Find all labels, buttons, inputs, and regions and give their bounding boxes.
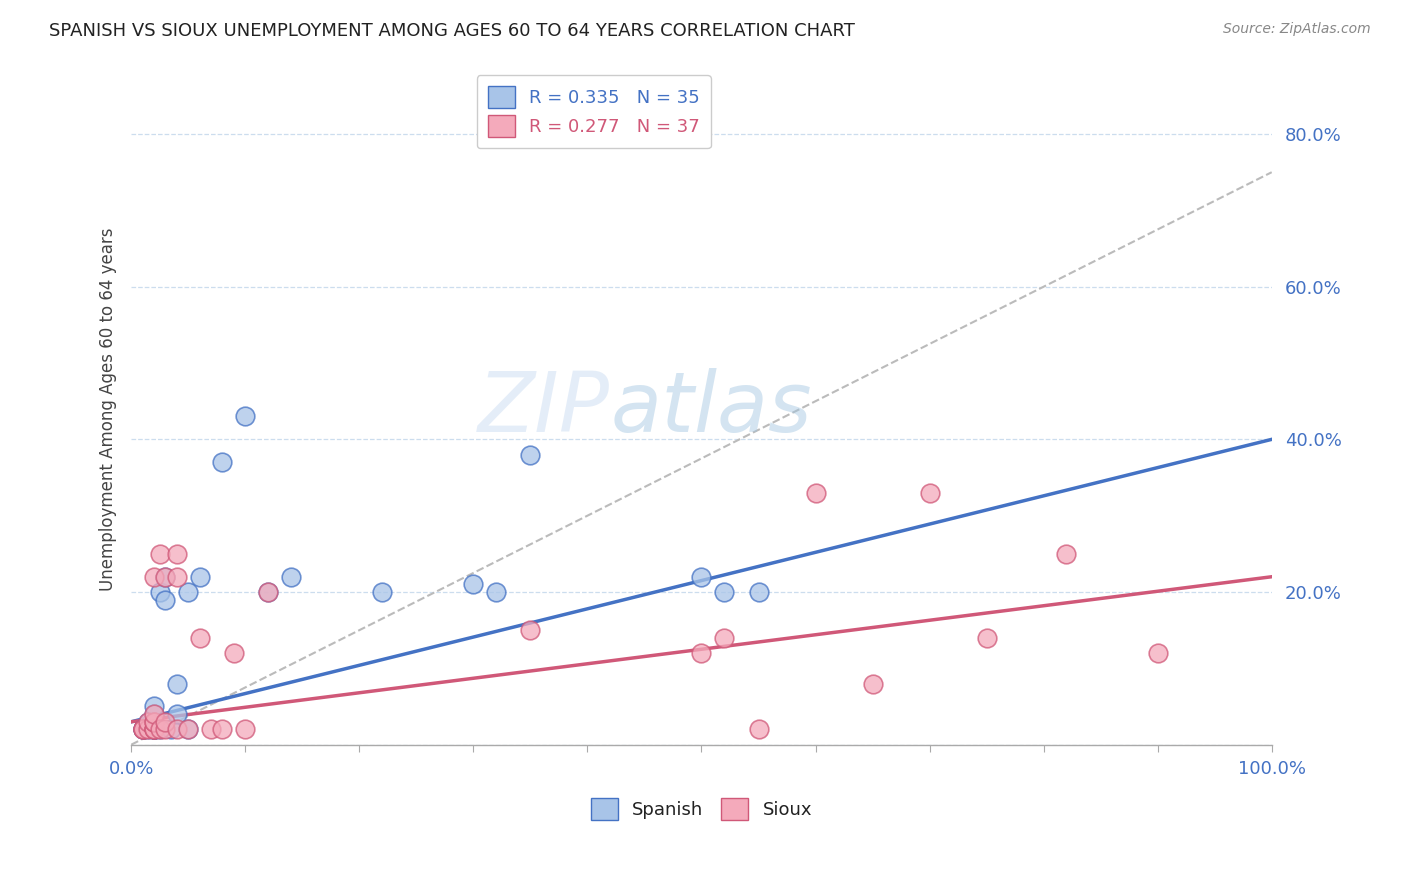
Point xyxy=(149,585,172,599)
Point xyxy=(131,723,153,737)
Point xyxy=(747,723,769,737)
Point xyxy=(143,723,166,737)
Point xyxy=(143,714,166,729)
Point xyxy=(143,707,166,722)
Text: ZIP: ZIP xyxy=(478,368,610,450)
Point xyxy=(160,723,183,737)
Point xyxy=(177,723,200,737)
Point xyxy=(280,570,302,584)
Point xyxy=(143,723,166,737)
Point xyxy=(131,723,153,737)
Point xyxy=(519,623,541,637)
Point xyxy=(862,676,884,690)
Point xyxy=(690,570,713,584)
Point xyxy=(371,585,394,599)
Point xyxy=(519,448,541,462)
Point xyxy=(166,707,188,722)
Point xyxy=(804,485,827,500)
Point xyxy=(918,485,941,500)
Point xyxy=(138,723,160,737)
Point xyxy=(143,707,166,722)
Point xyxy=(143,723,166,737)
Point xyxy=(149,723,172,737)
Point xyxy=(166,570,188,584)
Point xyxy=(233,723,256,737)
Point xyxy=(143,714,166,729)
Point xyxy=(155,570,177,584)
Point xyxy=(166,676,188,690)
Point xyxy=(131,723,153,737)
Point xyxy=(149,547,172,561)
Point xyxy=(188,570,211,584)
Point xyxy=(155,714,177,729)
Point xyxy=(143,723,166,737)
Point xyxy=(131,723,153,737)
Text: Source: ZipAtlas.com: Source: ZipAtlas.com xyxy=(1223,22,1371,37)
Point xyxy=(211,455,233,469)
Point xyxy=(713,585,735,599)
Point xyxy=(257,585,280,599)
Point xyxy=(131,723,153,737)
Point xyxy=(166,723,188,737)
Point xyxy=(177,585,200,599)
Point xyxy=(976,631,998,645)
Point xyxy=(463,577,485,591)
Point xyxy=(257,585,280,599)
Point xyxy=(233,409,256,424)
Point xyxy=(713,631,735,645)
Point xyxy=(138,723,160,737)
Point xyxy=(155,592,177,607)
Point xyxy=(200,723,222,737)
Point xyxy=(747,585,769,599)
Point xyxy=(143,723,166,737)
Point xyxy=(188,631,211,645)
Point xyxy=(143,714,166,729)
Point xyxy=(143,723,166,737)
Point xyxy=(485,585,508,599)
Point xyxy=(222,646,245,660)
Point xyxy=(155,723,177,737)
Point xyxy=(138,714,160,729)
Point xyxy=(166,547,188,561)
Point xyxy=(143,699,166,714)
Point xyxy=(1146,646,1168,660)
Point xyxy=(211,723,233,737)
Point xyxy=(143,723,166,737)
Point xyxy=(143,714,166,729)
Y-axis label: Unemployment Among Ages 60 to 64 years: Unemployment Among Ages 60 to 64 years xyxy=(100,227,117,591)
Point xyxy=(155,570,177,584)
Point xyxy=(143,723,166,737)
Legend: Spanish, Sioux: Spanish, Sioux xyxy=(583,790,820,827)
Point xyxy=(143,570,166,584)
Point xyxy=(131,723,153,737)
Point xyxy=(149,723,172,737)
Text: SPANISH VS SIOUX UNEMPLOYMENT AMONG AGES 60 TO 64 YEARS CORRELATION CHART: SPANISH VS SIOUX UNEMPLOYMENT AMONG AGES… xyxy=(49,22,855,40)
Point xyxy=(138,714,160,729)
Point xyxy=(177,723,200,737)
Text: atlas: atlas xyxy=(610,368,811,450)
Point xyxy=(1054,547,1077,561)
Point xyxy=(690,646,713,660)
